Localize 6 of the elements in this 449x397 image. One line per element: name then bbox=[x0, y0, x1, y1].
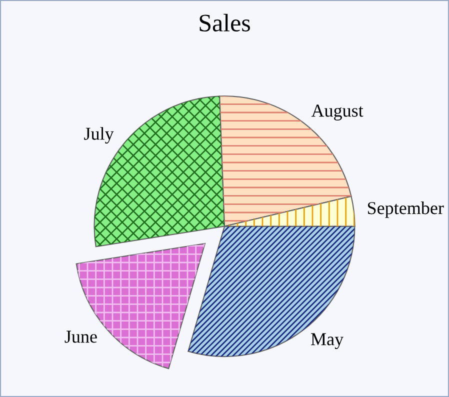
slice-label: August bbox=[311, 104, 364, 120]
slice-label: May bbox=[311, 333, 344, 350]
slice-label: July bbox=[84, 127, 114, 144]
slice-label: June bbox=[64, 330, 97, 343]
chart-title: Sales bbox=[200, 14, 250, 32]
slice-label: September bbox=[368, 201, 444, 218]
